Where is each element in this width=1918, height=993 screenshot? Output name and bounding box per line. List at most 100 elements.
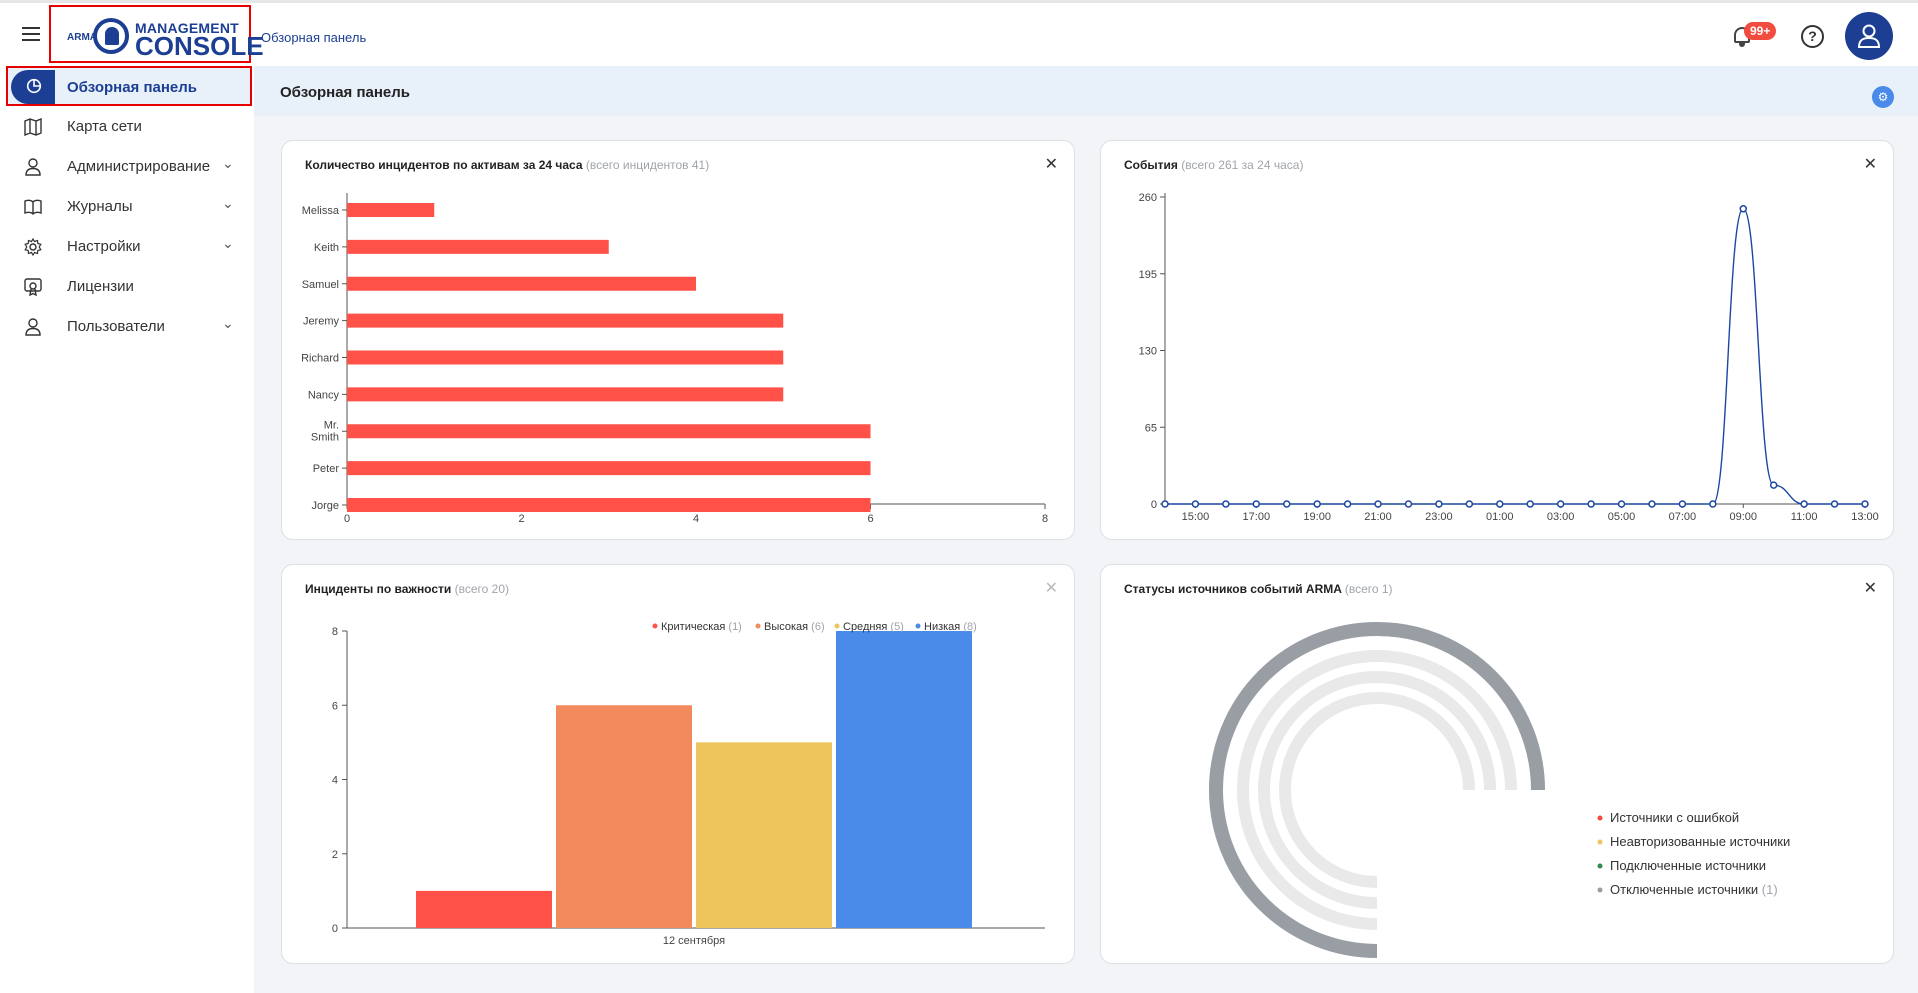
dashboard-settings-button[interactable]: ⚙	[1872, 86, 1894, 108]
book-icon	[24, 199, 42, 215]
x-tick-label: 13:00	[1851, 511, 1879, 523]
events-chart: 0 65 130 195 260 15:00 17:00 19:00 21:00 23:00 01:…	[1139, 192, 1879, 523]
close-icon[interactable]: ✕	[1863, 156, 1877, 173]
legend-label: Критическая (1)	[661, 621, 742, 633]
sidebar-item-label: Лицензии	[67, 278, 134, 295]
user-icon	[25, 158, 41, 176]
data-point	[1282, 500, 1291, 508]
bar	[347, 424, 871, 439]
page-header: Обзорная панель ⚙	[254, 66, 1918, 116]
breadcrumb[interactable]: Обзорная панель	[261, 30, 367, 45]
data-point	[1648, 500, 1656, 508]
sidebar-item-label: Пользователи	[67, 318, 165, 335]
logo-arma-text: ARMA	[67, 32, 97, 43]
bar	[347, 239, 609, 254]
bar	[347, 387, 784, 402]
data-point	[1374, 500, 1382, 508]
chevron-down-icon[interactable]: ⌄	[222, 235, 234, 251]
top-bar: ARMA MANAGEMENT CONSOLE Обзорная панель …	[0, 0, 1918, 66]
legend-marker	[1597, 839, 1603, 845]
legend-marker	[1597, 815, 1603, 821]
main-content: Обзорная панель ⚙ Количество инцидентов …	[254, 66, 1918, 993]
close-icon[interactable]: ✕	[1044, 580, 1058, 597]
card-title: Статусы источников событий ARMA (всего 1…	[1124, 582, 1393, 596]
card-incidents-by-asset: Количество инцидентов по активам за 24 ч…	[281, 140, 1075, 540]
chevron-down-icon[interactable]: ⌄	[222, 195, 234, 211]
sidebar-item-licenses[interactable]: Лицензии	[0, 267, 254, 307]
x-tick-label: 21:00	[1364, 511, 1392, 523]
y-tick-label: 130	[1139, 346, 1157, 358]
logo[interactable]: ARMA MANAGEMENT CONSOLE	[49, 5, 264, 63]
legend-marker	[1597, 863, 1603, 869]
page-title: Обзорная панель	[280, 84, 411, 101]
data-point	[1222, 500, 1230, 508]
y-tick-label: 0	[332, 923, 338, 935]
legend-label: Высокая (6)	[764, 621, 825, 633]
x-tick-label: 17:00	[1243, 511, 1271, 523]
data-point	[1830, 500, 1839, 508]
legend-marker	[1597, 887, 1603, 893]
close-icon[interactable]: ✕	[1863, 580, 1877, 597]
user-icon	[1858, 24, 1880, 48]
data-point	[1556, 500, 1565, 508]
sidebar-item-label: Журналы	[67, 198, 133, 215]
bar-4	[836, 631, 972, 928]
category-label: Richard	[301, 353, 339, 365]
legend-marker	[652, 623, 658, 629]
data-point	[1313, 500, 1321, 508]
radial-track	[1279, 692, 1475, 888]
data-point	[1861, 500, 1869, 508]
card-title: Инциденты по важности (всего 20)	[305, 582, 510, 596]
chevron-down-icon[interactable]: ⌄	[222, 155, 234, 171]
x-tick-label: 15:00	[1182, 511, 1210, 523]
avatar[interactable]	[1845, 12, 1893, 60]
sidebar-item-journals[interactable]: Журналы ⌄	[0, 187, 254, 227]
close-icon[interactable]: ✕	[1044, 156, 1058, 173]
category-label: Samuel	[302, 279, 339, 291]
sidebar-item-administration[interactable]: Администрирование ⌄	[0, 147, 254, 187]
category-label: Nancy	[308, 389, 340, 401]
help-icon[interactable]: ?	[1801, 25, 1824, 48]
legend-label: Источники с ошибкой	[1610, 810, 1739, 825]
data-point	[1587, 500, 1595, 508]
radial-track	[1258, 671, 1496, 909]
sidebar-item-users[interactable]: Пользователи ⌄	[0, 307, 254, 347]
x-tick-label: 6	[867, 513, 873, 525]
card-events: События (всего 261 за 24 часа) ✕ 0 65 130 1…	[1100, 140, 1894, 540]
certificate-icon	[24, 278, 42, 296]
map-icon	[24, 118, 42, 136]
pie-chart-icon	[26, 78, 42, 94]
sidebar-item-network-map[interactable]: Карта сети	[0, 107, 254, 147]
sidebar-item-label: Карта сети	[67, 118, 142, 135]
chevron-down-icon[interactable]: ⌄	[222, 315, 234, 331]
data-point	[1435, 500, 1443, 508]
legend-label: Средняя (5)	[843, 621, 904, 633]
data-point	[1343, 500, 1352, 508]
y-tick-label: 4	[332, 775, 338, 787]
logo-management-text: MANAGEMENT	[135, 20, 239, 36]
data-point	[1161, 500, 1169, 508]
gear-icon	[24, 238, 42, 256]
x-tick-label: 4	[693, 513, 699, 525]
sidebar-item-settings[interactable]: Настройки ⌄	[0, 227, 254, 267]
bar	[347, 203, 435, 217]
x-tick-label: 01:00	[1486, 511, 1514, 523]
legend-label: Подключенные источники	[1610, 858, 1766, 873]
sidebar-item-label: Настройки	[67, 238, 141, 255]
sidebar-item-dashboard[interactable]: Обзорная панель	[6, 66, 252, 106]
y-tick-label: 2	[332, 849, 338, 861]
incidents-by-asset-chart: 0 2 4 6 8 Melissa Keith Samuel Jeremy Richard Nanc…	[301, 193, 1048, 525]
menu-icon[interactable]	[22, 27, 40, 41]
sidebar-item-label: Администрирование	[67, 158, 211, 175]
bar	[347, 350, 784, 365]
x-tick-label: 2	[518, 513, 524, 525]
category-label: 12 сентября	[663, 935, 725, 947]
radial-track	[1237, 650, 1517, 930]
card-source-statuses: Статусы источников событий ARMA (всего 1…	[1100, 564, 1894, 964]
category-label: Keith	[314, 242, 339, 254]
series-line	[1164, 208, 1865, 505]
bar-3	[696, 742, 832, 928]
legend-label: Отключенные источники (1)	[1610, 882, 1778, 897]
data-point	[1800, 500, 1808, 508]
user-icon	[25, 318, 41, 336]
